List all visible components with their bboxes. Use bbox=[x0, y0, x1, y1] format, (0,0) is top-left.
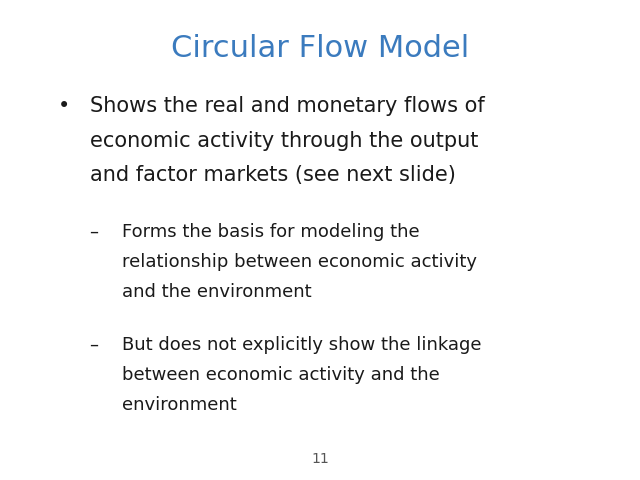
Text: –: – bbox=[90, 223, 99, 241]
Text: But does not explicitly show the linkage: But does not explicitly show the linkage bbox=[122, 336, 481, 354]
Text: economic activity through the output: economic activity through the output bbox=[90, 131, 478, 151]
Text: and the environment: and the environment bbox=[122, 283, 311, 300]
Text: between economic activity and the: between economic activity and the bbox=[122, 366, 439, 384]
Text: –: – bbox=[90, 336, 99, 354]
Text: Circular Flow Model: Circular Flow Model bbox=[171, 34, 469, 62]
Text: relationship between economic activity: relationship between economic activity bbox=[122, 253, 477, 271]
Text: Forms the basis for modeling the: Forms the basis for modeling the bbox=[122, 223, 419, 241]
Text: 11: 11 bbox=[311, 452, 329, 466]
Text: and factor markets (see next slide): and factor markets (see next slide) bbox=[90, 165, 456, 185]
Text: environment: environment bbox=[122, 396, 236, 414]
Text: •: • bbox=[58, 96, 70, 116]
Text: Shows the real and monetary flows of: Shows the real and monetary flows of bbox=[90, 96, 484, 116]
